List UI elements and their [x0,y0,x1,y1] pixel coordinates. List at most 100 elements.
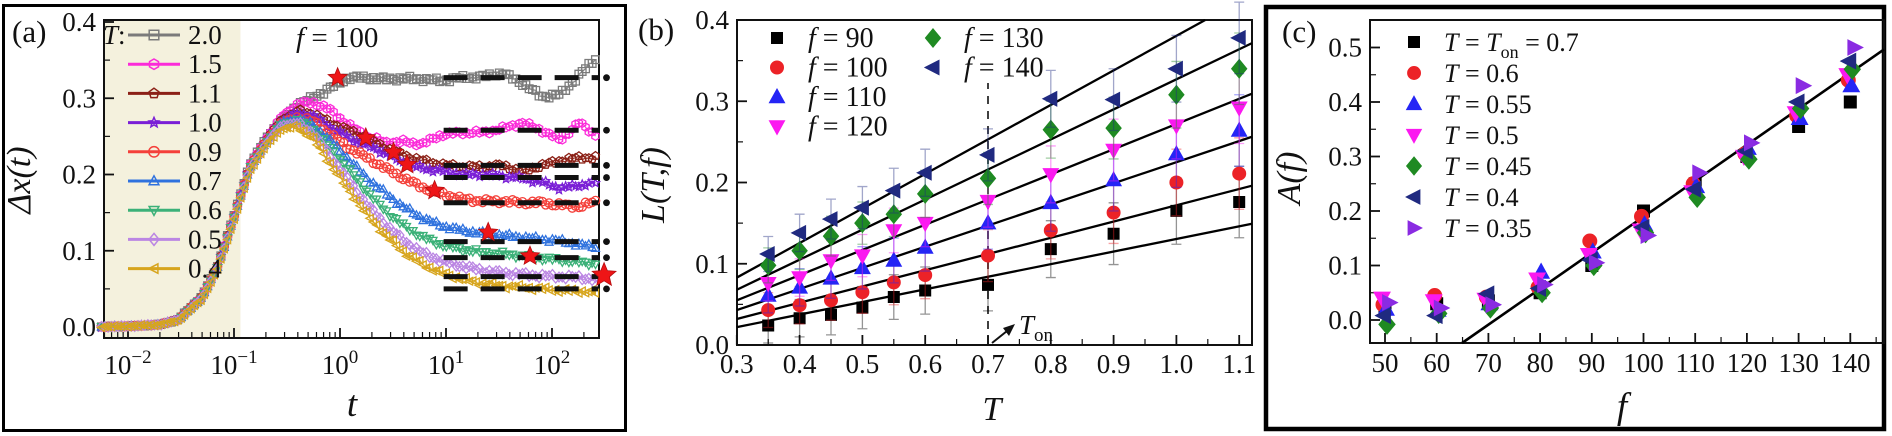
legend-label: T = 0.55 [1444,90,1532,119]
onset-annotation: Ton [987,83,1054,346]
legend-label: T = 0.45 [1444,152,1532,181]
star-marker [519,245,541,266]
edge-dot [603,174,610,181]
diamond-marker [979,168,997,189]
y-tick-label: 0.2 [1328,196,1362,226]
triangle-up-marker [1167,145,1185,161]
square-marker [1843,95,1857,109]
legend-label: T = 0.6 [1444,59,1519,88]
legend-label: 1.0 [188,108,222,138]
triangle-right-marker [1588,254,1606,272]
x-tick-label: 0.9 [1097,349,1131,379]
triangle-left-marker [916,164,932,181]
edge-dot [603,238,610,246]
y-tick-label: 0.4 [62,7,96,37]
axes-box [1369,19,1885,344]
diamond-marker [1378,313,1396,335]
legend-label: f = 110 [808,82,887,113]
triangle-up-marker [1842,76,1861,93]
triangle-left-marker [1041,90,1058,107]
axes-b: 0.0 0.1 0.2 0.3 0.4 0.3 0.4 0.5 0.6 0.7 0.8 0.9 1.0 1… [695,5,1256,379]
axes-a: 0.0 0.1 0.2 0.3 0.4 10−2 10−1 100 101 102 [62,7,585,380]
triangle-down-marker [791,271,809,287]
triangle-left-marker [853,199,869,216]
diamond-marker [759,255,777,276]
legend-label: 0.4 [188,254,222,284]
diamond-marker [822,226,840,247]
square-marker [771,32,783,44]
x-tick-label: 0.7 [971,349,1005,379]
circle-marker [823,293,839,308]
square-marker [793,312,806,325]
legend-label: f = 140 [964,53,1044,84]
triangle-right-marker [1692,164,1709,182]
triangle-up-marker [1230,121,1248,137]
edge-dot [603,254,610,262]
square-marker [982,278,994,291]
edge-dot [603,126,610,134]
diamond-marker [1042,119,1060,140]
legend-label: T = 0.35 [1444,214,1532,243]
y-tick-label: 0.1 [695,249,729,279]
y-tick-label: 0.4 [1328,87,1362,117]
y-tick-label: 0.1 [62,236,96,266]
fit-line [736,18,1206,279]
circle-marker [792,298,807,313]
triangle-right-marker [1847,39,1864,56]
x-tick-label: 100 [1623,348,1664,378]
star-marker [383,141,405,162]
series-#8a2be2 [1382,39,1864,317]
x-tick-label: 120 [1727,348,1768,378]
square-marker [1233,196,1246,208]
square-marker [856,301,869,314]
x-axis-title: T [983,391,1004,428]
square-marker [1408,36,1420,48]
y-tick-label: 0.3 [62,83,96,113]
circle-marker [918,268,933,283]
triangle-right-marker [1537,276,1554,294]
circle-marker [1407,66,1422,80]
fit-lines [736,18,1253,329]
triangle-left-marker [821,211,838,228]
legend-label: T = 0.5 [1444,121,1519,150]
square-marker [1044,243,1057,256]
y-tick-label: 0.5 [1328,33,1362,63]
triangle-down-marker [147,205,161,217]
y-axis-title: L(T,f) [635,147,672,224]
circle-marker [1169,175,1184,190]
diamond-marker [854,213,871,234]
legend-label: 0.7 [188,166,222,196]
star-marker [396,153,418,174]
y-tick-label: 0.2 [62,160,96,190]
x-tick-label: 0.8 [1034,349,1068,379]
square-marker [762,319,775,332]
y-tick-label: 0.0 [1328,305,1362,335]
fit-line [736,222,1253,329]
y-axis-title: Δx(t) [1,146,38,215]
square-marker [148,29,160,41]
legend-c: T = Ton = 0.7T = 0.6T = 0.55T = 0.5T = 0… [1405,28,1579,243]
legend-label: T = 0.4 [1444,183,1519,212]
triangle-down-marker [768,120,786,136]
circle-marker [886,275,901,290]
triangle-left-marker [1405,189,1421,205]
triangle-down-marker [1167,119,1185,135]
triangle-down-marker [1405,128,1423,144]
x-tick-label: 102 [534,347,571,380]
legend-title: T: [103,20,126,50]
triangle-down-marker [1230,101,1248,117]
fit-line [736,42,1253,291]
y-tick-label: 0.0 [695,330,729,360]
series-#ec2227 [761,137,1247,329]
diamond-marker [885,204,903,225]
star-marker [591,261,617,287]
x-tick-label: 90 [1578,348,1605,378]
triangle-left-marker [759,245,775,263]
legend-label: 1.1 [188,78,222,108]
triangle-up-marker [885,251,903,267]
circle-marker [1232,166,1247,181]
circle-marker [769,60,785,75]
triangle-up-marker [1405,95,1423,111]
